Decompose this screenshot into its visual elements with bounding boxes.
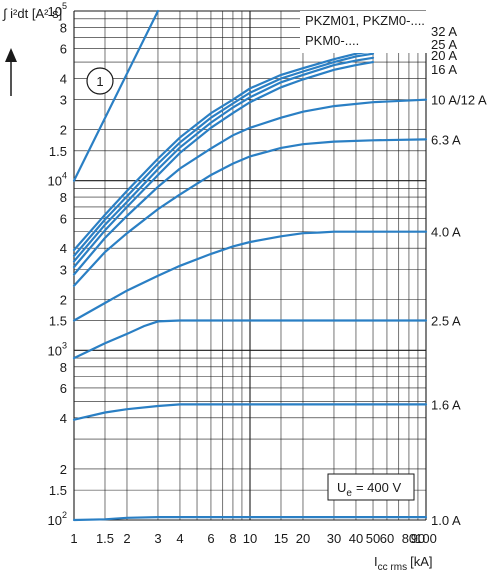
x-tick-label: 15 (274, 531, 288, 546)
y-tick-label: 6 (60, 381, 67, 396)
series-line (72, 52, 375, 257)
series-label: 4.0 A (431, 225, 461, 240)
voltage-annotation: Ue = 400 V (327, 473, 415, 501)
series-label: 6.3 A (431, 132, 461, 147)
series-line (72, 61, 375, 269)
x-axis-unit: [kA] (410, 554, 432, 569)
x-axis-label: Icc rms [kA] (374, 554, 432, 573)
x-tick-label: 100 (415, 531, 437, 546)
series-line (72, 403, 428, 421)
y-tick-label: 8 (60, 20, 67, 35)
series-labels: 32 A25 A20 A16 A 10 A/12 A 6.3 A 4.0 A 2.5 A… (431, 24, 487, 528)
reference-marker: 1 (86, 67, 114, 95)
svg-text:Ue= 400 V: Ue = 400 V (337, 480, 401, 499)
series-line (72, 138, 428, 287)
y-tick-label: 4 (60, 241, 67, 256)
series-label: 20 A (431, 48, 457, 63)
y-tick-label: 4 (60, 411, 67, 426)
x-tick-label: 1.5 (96, 531, 114, 546)
reference-line (72, 9, 160, 182)
x-axis-symbol: I (374, 554, 378, 569)
voltage-value: = 400 V (356, 480, 402, 495)
x-tick-label: 50 (366, 531, 380, 546)
y-tick-label: 104 (48, 171, 67, 189)
x-tick-label: 1 (70, 531, 77, 546)
y-tick-label: 6 (60, 42, 67, 57)
x-tick-label: 8 (229, 531, 236, 546)
y-tick-label: 105 (48, 1, 67, 19)
series-label: 1.6 A (431, 397, 461, 412)
series-label: 10 A/12 A (431, 93, 487, 108)
x-tick-label: 30 (327, 531, 341, 546)
legend-box: PKZM01, PKZM0-.... PKM0-.... (300, 11, 428, 53)
series-label: 1.0 A (431, 513, 461, 528)
y-tick-label: 1.5 (49, 144, 67, 159)
x-tick-label: 60 (380, 531, 394, 546)
x-tick-label: 4 (176, 531, 183, 546)
voltage-subscript: e (346, 488, 352, 499)
x-tick-label: 20 (296, 531, 310, 546)
y-tick-label: 102 (48, 510, 67, 528)
y-tick-label: 3 (60, 93, 67, 108)
reference-marker-label: 1 (96, 74, 103, 89)
x-tick-label: 90 (411, 531, 425, 546)
series-label: 16 A (431, 62, 457, 77)
series-label: 32 A (431, 24, 457, 39)
series-line (72, 50, 375, 252)
x-tick-label: 3 (154, 531, 161, 546)
voltage-symbol: U (337, 480, 346, 495)
y-axis-arrow-icon (5, 48, 17, 96)
legend-title-line-2: PKM0-.... (305, 33, 359, 48)
y-tick-label: 4 (60, 72, 67, 87)
series-line (72, 230, 428, 322)
series-line (72, 516, 428, 522)
y-tick-label: 2 (60, 123, 67, 138)
y-axis-label: ∫ i²dt [A² s] (2, 6, 62, 21)
y-tick-label: 103 (48, 340, 67, 358)
y-tick-label: 8 (60, 190, 67, 205)
y-tick-label: 8 (60, 360, 67, 375)
y-tick-label: 2 (60, 462, 67, 477)
legend-title-line-1: PKZM01, PKZM0-.... (305, 13, 425, 28)
series-line (72, 56, 375, 263)
series-line (72, 319, 428, 360)
y-tick-label: 1.5 (49, 483, 67, 498)
series-label: 2.5 A (431, 313, 461, 328)
x-tick-label: 6 (207, 531, 214, 546)
x-tick-label: 40 (349, 531, 363, 546)
y-tick-label: 6 (60, 211, 67, 226)
series-line (72, 98, 428, 276)
series-label: 25 A (431, 37, 457, 52)
x-tick-label: 10 (243, 531, 257, 546)
x-tick-label: 2 (123, 531, 130, 546)
chart-series (72, 9, 428, 522)
x-tick-label: 80 (402, 531, 416, 546)
y-tick-label: 3 (60, 262, 67, 277)
x-axis-subscript: cc rms (378, 562, 407, 573)
y-tick-label: 1.5 (49, 313, 67, 328)
y-tick-label: 2 (60, 292, 67, 307)
